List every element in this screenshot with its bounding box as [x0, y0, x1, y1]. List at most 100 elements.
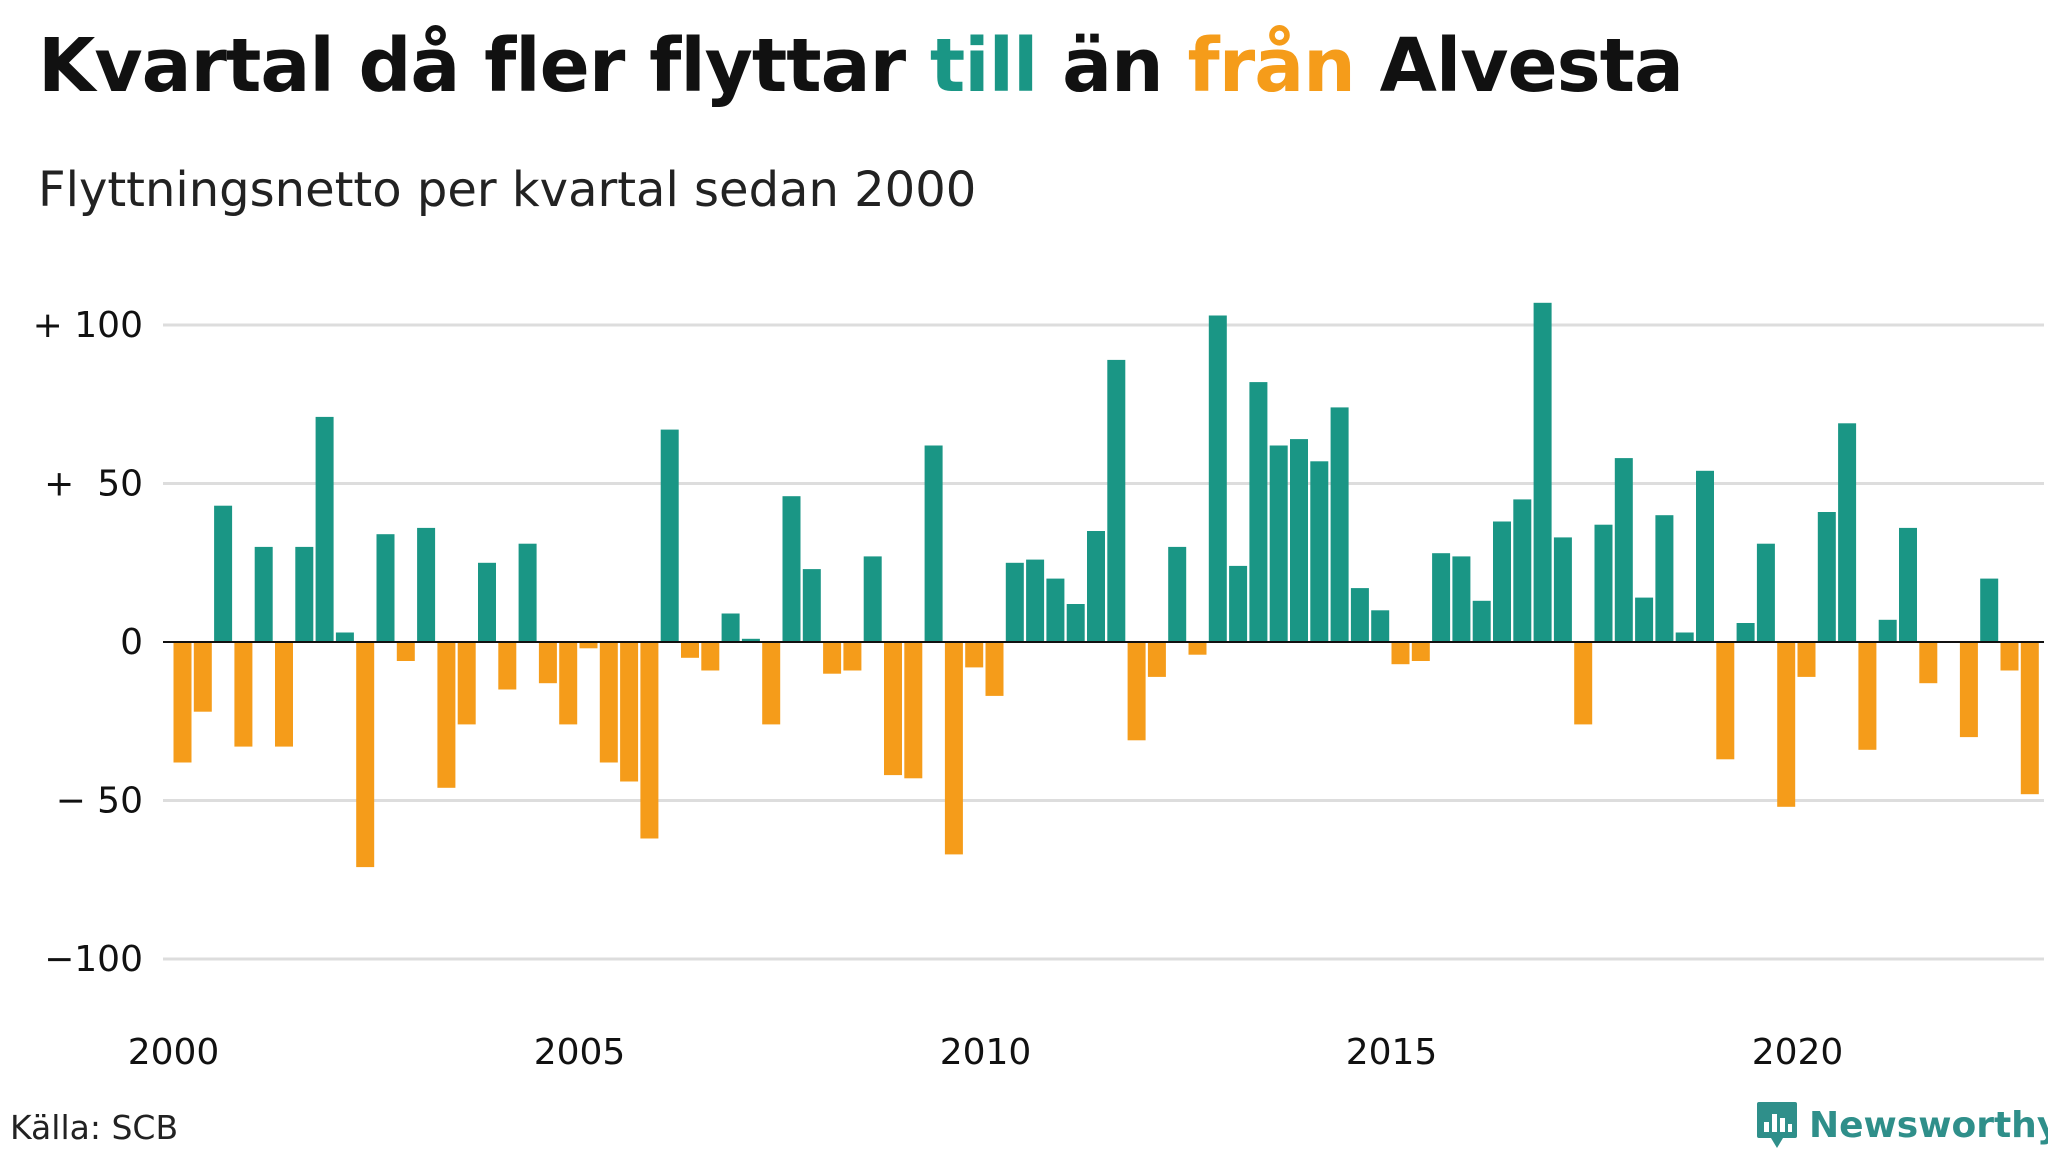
- bar-2015-k1: [1391, 642, 1410, 665]
- bar-2000-k4: [234, 642, 253, 747]
- bar-2021-k3: [1919, 642, 1938, 684]
- newsworthy-logo[interactable]: Newsworthy: [1755, 1100, 2048, 1150]
- bar-2019-k1: [1716, 642, 1735, 760]
- bar-2013-k1: [1229, 565, 1248, 642]
- bar-2014-k3: [1350, 588, 1369, 642]
- y-tick-label: − 50: [56, 781, 143, 822]
- bar-2017-k3: [1594, 524, 1613, 642]
- y-tick-label: 0: [120, 622, 143, 663]
- bar-2012-k3: [1188, 642, 1207, 655]
- bar-2001-k2: [275, 642, 293, 747]
- bar-2002-k1: [335, 632, 354, 642]
- x-axis-labels: 2000 2005 2010 2015 2020: [128, 1032, 1844, 1070]
- title-till: till: [929, 23, 1038, 109]
- bar-2017-k2: [1574, 642, 1593, 725]
- bar-2002-k2: [356, 642, 375, 868]
- bar-2018-k3: [1675, 632, 1694, 642]
- bars: [173, 302, 2039, 868]
- bar-2004-k1: [498, 642, 517, 690]
- bar-2020-k2: [1817, 512, 1836, 642]
- bar-2013-k3: [1269, 445, 1288, 642]
- bar-2019-k3: [1756, 543, 1775, 642]
- bar-2006-k4: [721, 613, 740, 642]
- brand-name: Newsworthy: [1809, 1104, 2048, 1146]
- bar-2014-k1: [1310, 461, 1329, 642]
- bar-2008-k3: [863, 556, 882, 642]
- bar-2004-k4: [559, 642, 578, 725]
- bar-2010-k3: [1026, 559, 1045, 642]
- bar-2005-k1: [579, 642, 598, 649]
- bar-2017-k4: [1614, 458, 1633, 642]
- newsworthy-icon: [1757, 1102, 1797, 1148]
- y-tick-label: + 100: [33, 305, 143, 346]
- y-tick-label: −100: [44, 939, 143, 980]
- bar-2014-k4: [1371, 610, 1390, 642]
- bar-2013-k2: [1249, 382, 1268, 642]
- bar-2016-k3: [1513, 499, 1532, 643]
- bar-2011-k4: [1127, 642, 1146, 741]
- chart-title: Kvartal då fler flyttar till än från Alv…: [38, 22, 1684, 111]
- bar-2007-k1: [741, 638, 760, 642]
- bar-2018-k2: [1655, 515, 1674, 642]
- bar-2012-k2: [1168, 546, 1187, 642]
- bar-2009-k4: [965, 642, 984, 668]
- bar-2022-k4: [2020, 642, 2039, 795]
- bar-2014-k2: [1330, 407, 1349, 642]
- bar-2022-k3: [2000, 642, 2019, 671]
- grid-lines: [163, 323, 2044, 961]
- bar-2020-k4: [1858, 642, 1877, 750]
- title-part-2: än: [1037, 23, 1188, 109]
- bar-2022-k1: [1959, 642, 1978, 738]
- bar-2019-k4: [1777, 642, 1796, 807]
- bar-2012-k4: [1208, 315, 1227, 642]
- bar-chart: + 100 + 50 0 − 50 −100 2000 2005 2010 2015 2020: [33, 302, 2044, 1070]
- bar-2016-k1: [1472, 600, 1491, 642]
- x-tick-label: 2015: [1346, 1032, 1438, 1070]
- bar-2000-k2: [193, 642, 212, 712]
- bar-2013-k4: [1290, 439, 1308, 642]
- x-tick-label: 2000: [128, 1032, 220, 1070]
- title-part-3: Alvesta: [1354, 23, 1684, 109]
- y-axis-labels: + 100 + 50 0 − 50 −100: [33, 305, 143, 980]
- x-tick-label: 2010: [940, 1032, 1032, 1070]
- bar-2003-k2: [437, 642, 456, 788]
- x-tick-label: 2020: [1752, 1032, 1844, 1070]
- bar-2010-k4: [1046, 578, 1065, 642]
- x-tick-label: 2005: [534, 1032, 626, 1070]
- bar-2008-k4: [884, 642, 902, 776]
- y-tick-label: + 50: [44, 464, 143, 505]
- bar-2015-k4: [1452, 556, 1471, 642]
- bar-2003-k3: [457, 642, 476, 725]
- bar-2020-k1: [1797, 642, 1816, 677]
- bar-2007-k3: [782, 496, 801, 642]
- bar-2012-k1: [1147, 642, 1166, 677]
- bar-2006-k3: [701, 642, 720, 671]
- bar-2006-k1: [660, 429, 679, 642]
- bar-2008-k2: [843, 642, 862, 671]
- bar-2019-k2: [1736, 623, 1755, 642]
- bar-2001-k3: [295, 546, 314, 642]
- bar-2016-k4: [1533, 302, 1552, 642]
- bar-2001-k4: [315, 416, 334, 642]
- bar-2011-k2: [1087, 531, 1105, 642]
- bar-2018-k4: [1696, 470, 1714, 642]
- bar-2006-k2: [681, 642, 699, 658]
- bar-2005-k4: [640, 642, 659, 839]
- bar-2011-k1: [1066, 604, 1085, 642]
- bar-2001-k1: [254, 546, 273, 642]
- bar-2011-k3: [1107, 359, 1126, 642]
- bar-2005-k3: [620, 642, 639, 782]
- chart-subtitle: Flyttningsnetto per kvartal sedan 2000: [38, 162, 977, 218]
- bar-2020-k3: [1838, 423, 1857, 642]
- bar-2002-k4: [396, 642, 415, 661]
- bar-2015-k2: [1411, 642, 1430, 661]
- title-fran: från: [1187, 23, 1356, 109]
- bar-2009-k3: [944, 642, 963, 855]
- bar-2004-k2: [518, 543, 537, 642]
- source-note: Källa: SCB: [10, 1108, 179, 1147]
- bar-2016-k2: [1493, 521, 1511, 642]
- title-part-1: Kvartal då fler flyttar: [38, 23, 930, 109]
- bar-2002-k3: [376, 534, 395, 642]
- bar-2018-k1: [1635, 597, 1654, 642]
- bar-2000-k3: [214, 505, 233, 642]
